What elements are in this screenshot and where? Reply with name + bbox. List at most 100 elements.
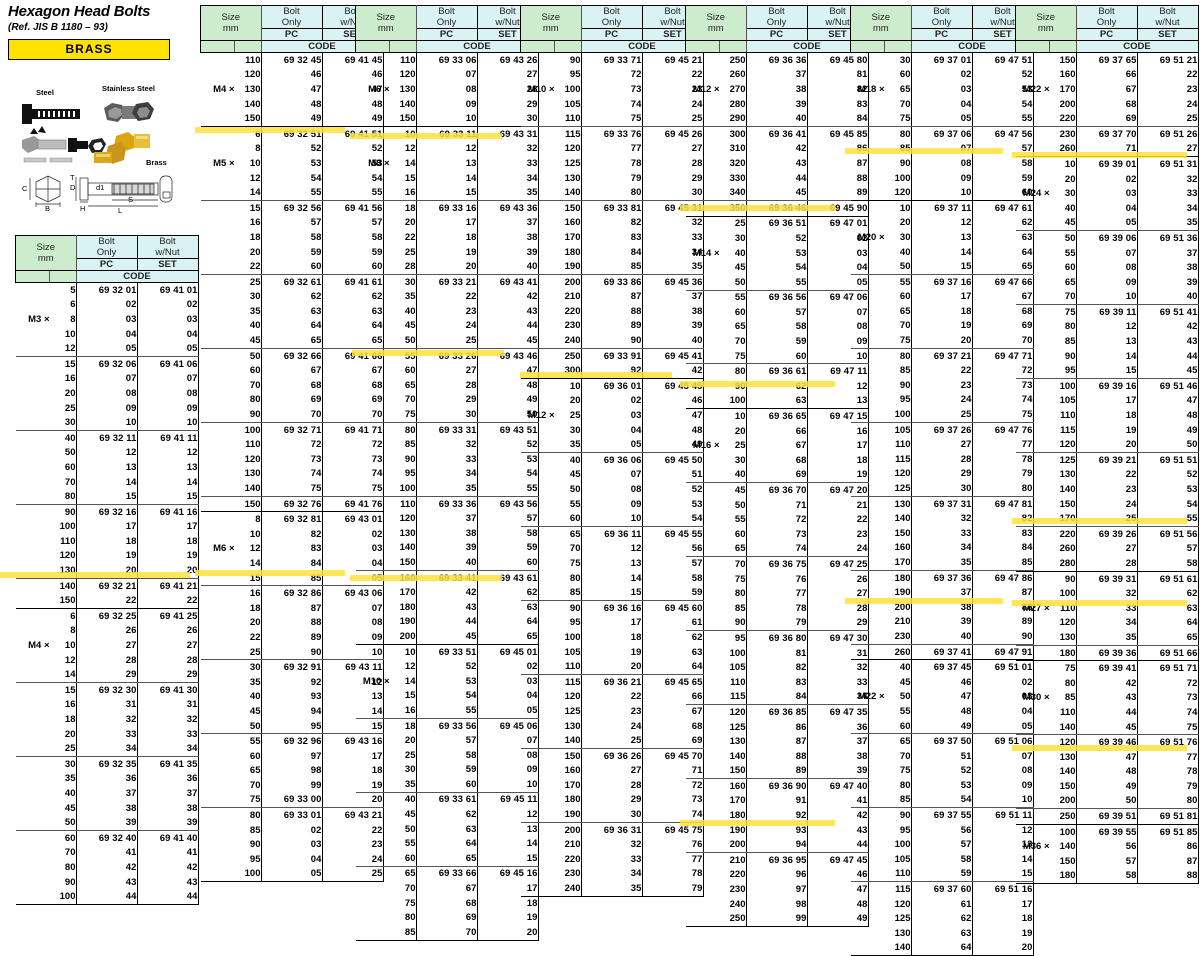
table-row[interactable]: 240 90 40	[520, 333, 704, 349]
bolt-only-code[interactable]: 18	[581, 630, 643, 645]
table-row[interactable]: 25 90 10	[200, 644, 384, 661]
table-row[interactable]: 75 76 26	[686, 571, 869, 587]
bolt-with-nut-code[interactable]: 67	[322, 363, 384, 379]
bolt-with-nut-code[interactable]: 87	[807, 156, 869, 171]
table-row[interactable]: 150 40 60	[355, 555, 539, 571]
bolt-only-code[interactable]: 19	[581, 644, 643, 660]
table-row[interactable]: 70 12 56	[521, 541, 704, 557]
bolt-with-nut-code[interactable]: 73	[1137, 690, 1199, 706]
bolt-with-nut-code[interactable]: 69 51 71	[1137, 660, 1199, 676]
bolt-with-nut-code[interactable]: 69 41 11	[137, 430, 199, 446]
bolt-only-code[interactable]: 14	[911, 244, 973, 260]
bolt-only-code[interactable]: 59	[416, 762, 478, 778]
bolt-only-code[interactable]: 41	[76, 845, 138, 861]
bolt-only-code[interactable]: 27	[581, 763, 643, 779]
bolt-only-code[interactable]: 33	[416, 452, 478, 467]
bolt-only-code[interactable]: 69 33 06	[416, 52, 478, 68]
table-row[interactable]: 10 69 36 01 69 45 45	[521, 378, 704, 394]
bolt-with-nut-code[interactable]: 21	[807, 497, 869, 513]
bolt-only-code[interactable]: 32	[1076, 586, 1138, 601]
table-row[interactable]: 80 53 09	[851, 778, 1034, 793]
bolt-with-nut-code[interactable]: 47	[642, 408, 704, 423]
table-row[interactable]: 100 25 75	[850, 407, 1034, 423]
bolt-only-code[interactable]: 44	[416, 614, 478, 630]
table-row[interactable]: 20 02 46	[521, 393, 704, 409]
table-row[interactable]: M3 × 8 03 03	[16, 312, 199, 327]
bolt-only-code[interactable]: 26	[76, 623, 138, 639]
bolt-with-nut-code[interactable]: 57	[1137, 541, 1199, 557]
bolt-only-code[interactable]: 46	[261, 67, 323, 83]
bolt-with-nut-code[interactable]: 12	[322, 674, 384, 690]
bolt-only-code[interactable]: 69 36 46	[746, 200, 808, 217]
bolt-only-code[interactable]: 20	[416, 259, 478, 275]
bolt-only-code[interactable]: 69 36 61	[746, 363, 808, 380]
bolt-with-nut-code[interactable]: 13	[807, 393, 869, 410]
bolt-with-nut-code[interactable]: 79	[1137, 779, 1199, 794]
table-row[interactable]: 30 68 18	[686, 453, 869, 468]
table-row[interactable]: 10 69 33 11 69 43 31	[356, 126, 539, 142]
table-row[interactable]: 140 25 69	[520, 733, 704, 749]
table-row[interactable]: 45 62 12	[356, 807, 539, 822]
table-row[interactable]: 140 32 82	[851, 511, 1034, 526]
bolt-with-nut-code[interactable]: 80	[1137, 793, 1199, 810]
table-row[interactable]: 200 69 33 86 69 45 36	[521, 274, 704, 290]
bolt-with-nut-code[interactable]: 67	[642, 704, 704, 719]
bolt-with-nut-code[interactable]: 18	[972, 911, 1034, 927]
bolt-only-code[interactable]: 43	[1076, 690, 1138, 706]
bolt-with-nut-code[interactable]: 69 51 81	[1137, 808, 1199, 825]
bolt-with-nut-code[interactable]: 44	[477, 318, 539, 334]
bolt-with-nut-code[interactable]: 02	[137, 297, 199, 313]
bolt-only-code[interactable]: 30	[416, 407, 478, 423]
bolt-only-code[interactable]: 15	[581, 585, 643, 601]
table-row[interactable]: 60 69 32 40 69 41 40	[16, 830, 199, 846]
table-row[interactable]: 55 69 33 26 69 43 46	[356, 348, 539, 364]
bolt-only-code[interactable]: 34	[911, 540, 973, 556]
bolt-only-code[interactable]: 50	[1076, 793, 1138, 810]
bolt-only-code[interactable]: 69 33 16	[416, 200, 478, 216]
table-row[interactable]: 90 69 36 16 69 45 60	[521, 600, 704, 616]
table-row[interactable]: 18 58 58	[201, 230, 384, 245]
bolt-with-nut-code[interactable]: 69 43 01	[322, 511, 384, 527]
bolt-with-nut-code[interactable]: 33	[137, 726, 199, 742]
bolt-with-nut-code[interactable]: 38	[137, 800, 199, 816]
bolt-only-code[interactable]: 99	[746, 911, 808, 928]
table-row[interactable]: 10 04 04	[16, 326, 199, 342]
bolt-only-code[interactable]: 69 37 55	[911, 807, 973, 823]
table-row[interactable]: 75 68 18	[356, 895, 539, 911]
table-row[interactable]: 10 69 37 11 69 47 61	[851, 200, 1034, 216]
table-row[interactable]: 100 69 39 16 69 51 46	[1016, 378, 1199, 394]
table-row[interactable]: 40 69 36 06 69 45 50	[521, 452, 704, 468]
table-row[interactable]: 260 71 27	[1015, 141, 1199, 158]
bolt-only-code[interactable]: 87	[261, 600, 323, 616]
bolt-only-code[interactable]: 25	[416, 333, 478, 349]
bolt-only-code[interactable]: 69 36 26	[581, 748, 643, 764]
bolt-only-code[interactable]: 22	[581, 689, 643, 705]
table-row[interactable]: 120 61 17	[851, 896, 1034, 912]
table-row[interactable]: 15 69 32 30 69 41 30	[16, 682, 199, 698]
bolt-only-code[interactable]: 69 33 41	[416, 570, 478, 586]
table-row[interactable]: 140 88 38	[686, 748, 869, 764]
bolt-only-code[interactable]: 42	[76, 860, 138, 875]
table-row[interactable]: 160 82 32	[521, 215, 704, 231]
bolt-with-nut-code[interactable]: 27	[137, 638, 199, 653]
bolt-with-nut-code[interactable]: 32	[137, 712, 199, 727]
table-row[interactable]: 20 17 37	[356, 215, 539, 231]
bolt-with-nut-code[interactable]: 13	[972, 837, 1034, 853]
bolt-only-code[interactable]: 98	[261, 763, 323, 779]
table-row[interactable]: 140 09 29	[356, 96, 539, 112]
table-row[interactable]: 30 69 37 01 69 47 51	[851, 52, 1034, 68]
table-row[interactable]: 250 99 49	[685, 911, 869, 928]
bolt-with-nut-code[interactable]: 14	[972, 852, 1034, 867]
table-row[interactable]: 140 45 75	[1015, 719, 1199, 736]
bolt-only-code[interactable]: 97	[746, 882, 808, 897]
bolt-only-code[interactable]: 33	[76, 726, 138, 742]
bolt-only-code[interactable]: 69 37 50	[911, 733, 973, 749]
bolt-with-nut-code[interactable]: 88	[1137, 868, 1199, 885]
bolt-with-nut-code[interactable]: 58	[322, 230, 384, 245]
bolt-only-code[interactable]: 69 33 81	[581, 200, 643, 216]
table-row[interactable]: 200 50 80	[1015, 793, 1199, 810]
bolt-only-code[interactable]: 69 32 40	[76, 830, 138, 846]
table-row[interactable]: 65 98 18	[201, 763, 384, 779]
table-row[interactable]: 140 69 32 21 69 41 21	[16, 578, 199, 594]
bolt-only-code[interactable]: 49	[261, 111, 323, 127]
